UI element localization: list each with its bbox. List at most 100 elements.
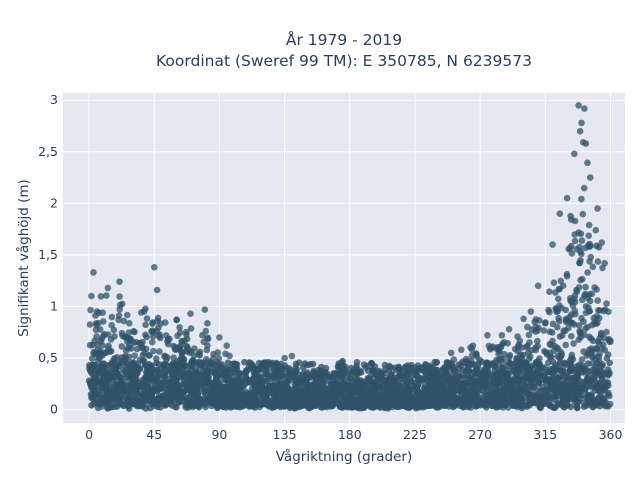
scatter-point [503, 377, 510, 385]
scatter-point [126, 335, 133, 343]
scatter-point [102, 399, 110, 406]
scatter-point [229, 378, 237, 385]
scatter-point [87, 367, 94, 374]
scatter-point [100, 318, 107, 325]
scatter-point [432, 403, 440, 411]
scatter-point [596, 334, 603, 342]
scatter-point [581, 105, 588, 112]
scatter-point [316, 399, 323, 406]
scatter-point [439, 366, 447, 374]
scatter-point [278, 380, 285, 388]
scatter-point [345, 396, 353, 404]
scatter-point [104, 284, 112, 292]
scatter-point [177, 389, 184, 396]
scatter-point [139, 351, 147, 359]
scatter-point [184, 346, 192, 353]
scatter-point [298, 397, 306, 405]
scatter-point [586, 297, 594, 305]
scatter-point [259, 391, 267, 399]
scatter-point [281, 354, 288, 362]
scatter-point [589, 366, 596, 374]
scatter-point [238, 378, 246, 385]
scatter-point [313, 384, 320, 391]
scatter-point [154, 401, 161, 409]
scatter-point [147, 367, 154, 374]
scatter-point [179, 369, 187, 376]
scatter-point [565, 245, 573, 253]
scatter-point [412, 384, 419, 391]
scatter-point [562, 306, 570, 314]
scatter-point [534, 327, 541, 335]
scatter-point [368, 359, 375, 367]
scatter-point [175, 360, 183, 367]
scatter-point [428, 369, 436, 377]
scatter-point [142, 321, 149, 329]
scatter-point [472, 365, 480, 373]
scatter-point [514, 374, 522, 382]
scatter-point [277, 396, 284, 404]
scatter-point [352, 378, 360, 386]
scatter-point [116, 278, 123, 286]
scatter-point [208, 360, 216, 368]
scatter-point [220, 403, 228, 411]
scatter-point [588, 321, 596, 329]
scatter-point [568, 351, 576, 359]
scatter-point [556, 333, 564, 340]
scatter-point [241, 358, 248, 366]
scatter-point [233, 395, 240, 403]
x-tick-label: 180 [338, 427, 362, 442]
scatter-point [420, 398, 428, 406]
scatter-point [425, 394, 432, 401]
scatter-point [490, 379, 497, 387]
scatter-point [303, 375, 311, 383]
scatter-point [134, 383, 141, 390]
scatter-point [590, 314, 598, 322]
scatter-point [463, 366, 471, 374]
scatter-point [473, 353, 481, 360]
scatter-point [165, 384, 173, 391]
scatter-point [342, 403, 350, 411]
scatter-point [441, 373, 449, 381]
x-axis-ticks: 0 45 90 135 180 225 270 315 360 [85, 427, 622, 442]
scatter-point [376, 383, 383, 391]
scatter-point [429, 375, 437, 383]
scatter-point [581, 379, 588, 387]
scatter-point [458, 346, 465, 354]
scatter-point [578, 314, 585, 322]
scatter-point [529, 399, 536, 407]
scatter-point [575, 322, 583, 329]
scatter-point [572, 381, 579, 389]
scatter-point [517, 389, 525, 397]
scatter-point [537, 388, 544, 395]
scatter-point [358, 390, 366, 397]
scatter-point [350, 384, 358, 391]
scatter-point [593, 359, 601, 367]
scatter-point [248, 361, 255, 369]
scatter-point [257, 385, 265, 393]
scatter-point [385, 376, 392, 384]
scatter-point [338, 374, 346, 382]
scatter-point [270, 392, 277, 399]
scatter-point [214, 380, 222, 388]
scatter-point [183, 335, 191, 343]
scatter-point [201, 306, 209, 313]
scatter-point [155, 324, 162, 332]
scatter-point [268, 382, 276, 390]
scatter-point [501, 350, 508, 358]
scatter-point [440, 397, 448, 405]
scatter-point [565, 324, 572, 332]
scatter-point [601, 384, 609, 392]
scatter-point [408, 372, 415, 380]
scatter-point [489, 402, 496, 410]
scatter-point [598, 239, 606, 246]
scatter-point [168, 397, 175, 405]
scatter-point [120, 317, 128, 325]
scatter-point [170, 378, 178, 386]
scatter-point [125, 329, 133, 336]
scatter-point [602, 398, 609, 406]
scatter-point [113, 365, 120, 372]
scatter-point [146, 352, 153, 359]
scatter-point [496, 368, 504, 376]
y-tick-label: 1 [50, 298, 58, 313]
scatter-point [584, 394, 592, 402]
